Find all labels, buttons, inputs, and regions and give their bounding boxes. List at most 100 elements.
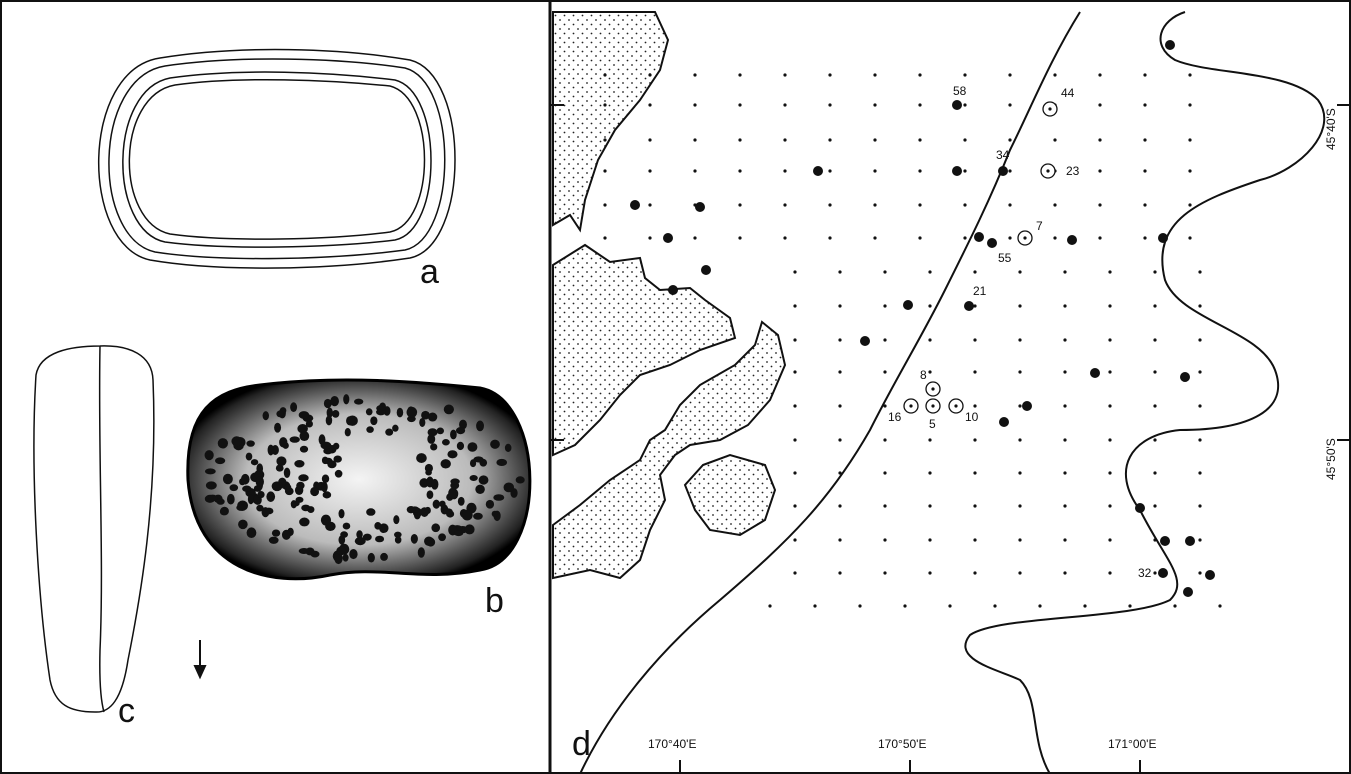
small-station xyxy=(838,504,841,507)
station-label: 58 xyxy=(953,84,967,98)
small-station xyxy=(973,471,976,474)
small-station xyxy=(693,236,696,239)
pit xyxy=(205,468,216,474)
small-station xyxy=(1198,304,1201,307)
station-label: 10 xyxy=(965,410,979,424)
small-station xyxy=(1098,103,1101,106)
pit xyxy=(291,501,300,507)
pit xyxy=(505,444,512,452)
small-station xyxy=(793,370,796,373)
small-station xyxy=(838,438,841,441)
small-station xyxy=(1018,471,1021,474)
pit xyxy=(242,485,251,491)
small-station xyxy=(1008,236,1011,239)
pit xyxy=(272,481,283,491)
small-station xyxy=(738,203,741,206)
pit xyxy=(306,420,313,427)
small-station xyxy=(928,471,931,474)
small-station xyxy=(1063,571,1066,574)
small-station xyxy=(918,169,921,172)
small-station xyxy=(648,236,651,239)
pit xyxy=(379,403,386,411)
small-station xyxy=(768,604,771,607)
small-station xyxy=(918,138,921,141)
small-station xyxy=(693,103,696,106)
pit xyxy=(220,508,227,515)
pit xyxy=(456,427,465,434)
small-station xyxy=(603,103,606,106)
small-station xyxy=(1153,304,1156,307)
pit xyxy=(282,530,291,540)
pit xyxy=(380,553,388,561)
small-station xyxy=(828,73,831,76)
pit xyxy=(238,520,248,530)
pit xyxy=(370,416,377,425)
pit xyxy=(368,553,375,563)
pit xyxy=(450,430,457,440)
station xyxy=(1183,587,1193,597)
small-station xyxy=(1098,236,1101,239)
small-station xyxy=(1108,471,1111,474)
small-station xyxy=(858,604,861,607)
pit xyxy=(290,436,300,442)
small-station xyxy=(828,169,831,172)
page: a b c 58 44 34 23 7 55 21 8 16 5 10 32 1… xyxy=(0,0,1351,774)
pit xyxy=(424,537,434,546)
small-station xyxy=(993,604,996,607)
small-station xyxy=(1153,471,1156,474)
pit xyxy=(397,408,403,418)
pit xyxy=(301,505,310,512)
pit xyxy=(395,536,402,544)
small-station xyxy=(1018,571,1021,574)
small-station xyxy=(793,538,796,541)
station xyxy=(630,200,640,210)
small-station xyxy=(1018,304,1021,307)
small-station xyxy=(973,504,976,507)
small-station xyxy=(1018,404,1021,407)
pit xyxy=(263,411,269,420)
small-station xyxy=(1098,73,1101,76)
station xyxy=(1135,503,1145,513)
pit xyxy=(425,469,432,475)
pit xyxy=(229,484,238,491)
pit xyxy=(448,488,456,499)
pit xyxy=(416,453,427,463)
pit xyxy=(366,408,373,415)
small-station xyxy=(918,236,921,239)
station-label: 21 xyxy=(973,284,987,298)
small-station xyxy=(1063,504,1066,507)
pit xyxy=(333,443,339,450)
ringed-center xyxy=(954,404,957,407)
small-station xyxy=(838,338,841,341)
pit xyxy=(327,460,336,468)
pit xyxy=(279,437,287,447)
small-station xyxy=(883,370,886,373)
small-station xyxy=(1108,304,1111,307)
small-station xyxy=(963,138,966,141)
pit xyxy=(493,494,504,501)
pit xyxy=(385,429,393,436)
pit xyxy=(347,415,358,425)
pit xyxy=(457,442,464,450)
pit xyxy=(227,494,235,505)
pit xyxy=(276,411,283,418)
small-station xyxy=(1153,438,1156,441)
small-station xyxy=(783,103,786,106)
pit xyxy=(298,474,308,481)
small-station xyxy=(928,370,931,373)
station xyxy=(952,100,962,110)
small-station xyxy=(1108,504,1111,507)
pit xyxy=(366,426,373,433)
pit xyxy=(336,546,346,555)
ringed-center xyxy=(1023,236,1026,239)
station-label: 5 xyxy=(929,417,936,431)
station-label: 16 xyxy=(888,410,902,424)
small-station xyxy=(1153,538,1156,541)
pit xyxy=(473,456,483,462)
small-station xyxy=(1108,404,1111,407)
small-station xyxy=(873,138,876,141)
small-station xyxy=(1143,73,1146,76)
small-station xyxy=(1063,538,1066,541)
small-station xyxy=(963,73,966,76)
small-station xyxy=(813,604,816,607)
